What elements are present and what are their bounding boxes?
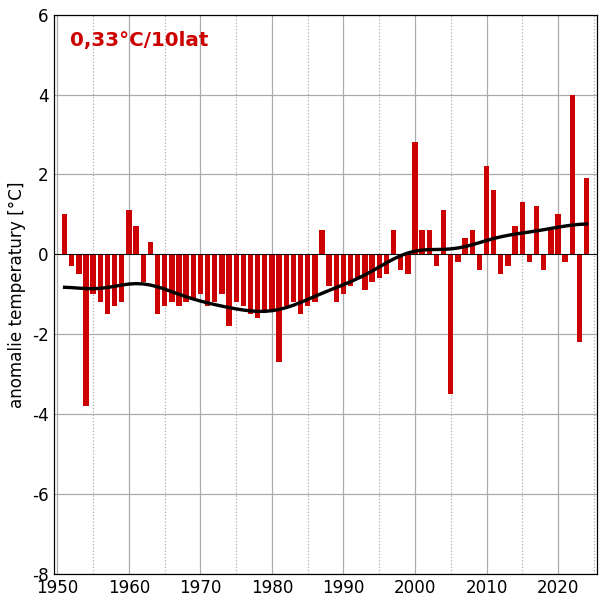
Bar bbox=[434, 254, 439, 266]
Bar bbox=[319, 231, 325, 254]
Bar bbox=[469, 231, 475, 254]
Bar bbox=[505, 254, 511, 266]
Bar bbox=[398, 254, 404, 270]
Bar bbox=[441, 211, 446, 254]
Bar bbox=[427, 231, 432, 254]
Bar bbox=[248, 254, 253, 315]
Bar bbox=[241, 254, 246, 306]
Bar bbox=[284, 254, 289, 306]
Bar bbox=[333, 254, 339, 302]
Bar bbox=[563, 254, 568, 263]
Bar bbox=[112, 254, 117, 306]
Bar bbox=[405, 254, 411, 274]
Bar bbox=[477, 254, 482, 270]
Bar bbox=[169, 254, 174, 302]
Bar bbox=[498, 254, 503, 274]
Bar bbox=[126, 211, 132, 254]
Bar bbox=[484, 166, 489, 254]
Bar bbox=[269, 254, 275, 310]
Bar bbox=[155, 254, 160, 315]
Bar bbox=[176, 254, 181, 306]
Bar bbox=[391, 231, 396, 254]
Bar bbox=[191, 254, 196, 298]
Bar bbox=[341, 254, 346, 294]
Bar bbox=[198, 254, 203, 294]
Bar bbox=[97, 254, 103, 302]
Bar bbox=[419, 231, 425, 254]
Bar bbox=[212, 254, 217, 302]
Bar bbox=[355, 254, 361, 278]
Text: 0,33°C/10lat: 0,33°C/10lat bbox=[70, 31, 209, 50]
Bar bbox=[105, 254, 110, 315]
Bar bbox=[327, 254, 332, 286]
Bar bbox=[298, 254, 303, 315]
Bar bbox=[219, 254, 224, 294]
Bar bbox=[183, 254, 189, 302]
Bar bbox=[312, 254, 318, 302]
Bar bbox=[255, 254, 260, 318]
Bar bbox=[462, 238, 468, 254]
Bar bbox=[570, 94, 575, 254]
Bar bbox=[205, 254, 211, 306]
Bar bbox=[577, 254, 582, 342]
Bar bbox=[534, 206, 539, 254]
Bar bbox=[91, 254, 96, 294]
Bar bbox=[276, 254, 282, 362]
Bar bbox=[527, 254, 532, 263]
Bar bbox=[291, 254, 296, 302]
Bar bbox=[62, 214, 67, 254]
Bar bbox=[384, 254, 389, 274]
Bar bbox=[348, 254, 353, 286]
Bar bbox=[491, 191, 496, 254]
Bar bbox=[413, 143, 417, 254]
Bar bbox=[83, 254, 89, 406]
Bar bbox=[69, 254, 74, 266]
Bar bbox=[305, 254, 310, 306]
Bar bbox=[76, 254, 82, 274]
Bar bbox=[362, 254, 368, 290]
Bar bbox=[140, 254, 146, 283]
Bar bbox=[234, 254, 239, 302]
Bar bbox=[548, 231, 554, 254]
Bar bbox=[148, 243, 153, 254]
Bar bbox=[262, 254, 267, 310]
Bar bbox=[448, 254, 453, 394]
Bar bbox=[520, 203, 525, 254]
Bar bbox=[455, 254, 460, 263]
Bar bbox=[226, 254, 232, 326]
Bar bbox=[162, 254, 168, 306]
Bar bbox=[584, 178, 589, 254]
Bar bbox=[370, 254, 374, 283]
Bar bbox=[119, 254, 125, 302]
Bar bbox=[555, 214, 561, 254]
Bar bbox=[541, 254, 546, 270]
Bar bbox=[376, 254, 382, 278]
Bar bbox=[134, 226, 139, 254]
Y-axis label: anomalie temperatury [°C]: anomalie temperatury [°C] bbox=[8, 181, 25, 408]
Bar bbox=[512, 226, 518, 254]
